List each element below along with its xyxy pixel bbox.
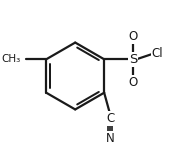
Text: N: N <box>106 132 115 145</box>
Text: O: O <box>128 30 138 43</box>
Text: O: O <box>128 76 138 89</box>
Text: C: C <box>106 112 114 125</box>
Text: CH₃: CH₃ <box>1 54 20 64</box>
Text: Cl: Cl <box>152 47 163 60</box>
Text: S: S <box>129 53 137 66</box>
